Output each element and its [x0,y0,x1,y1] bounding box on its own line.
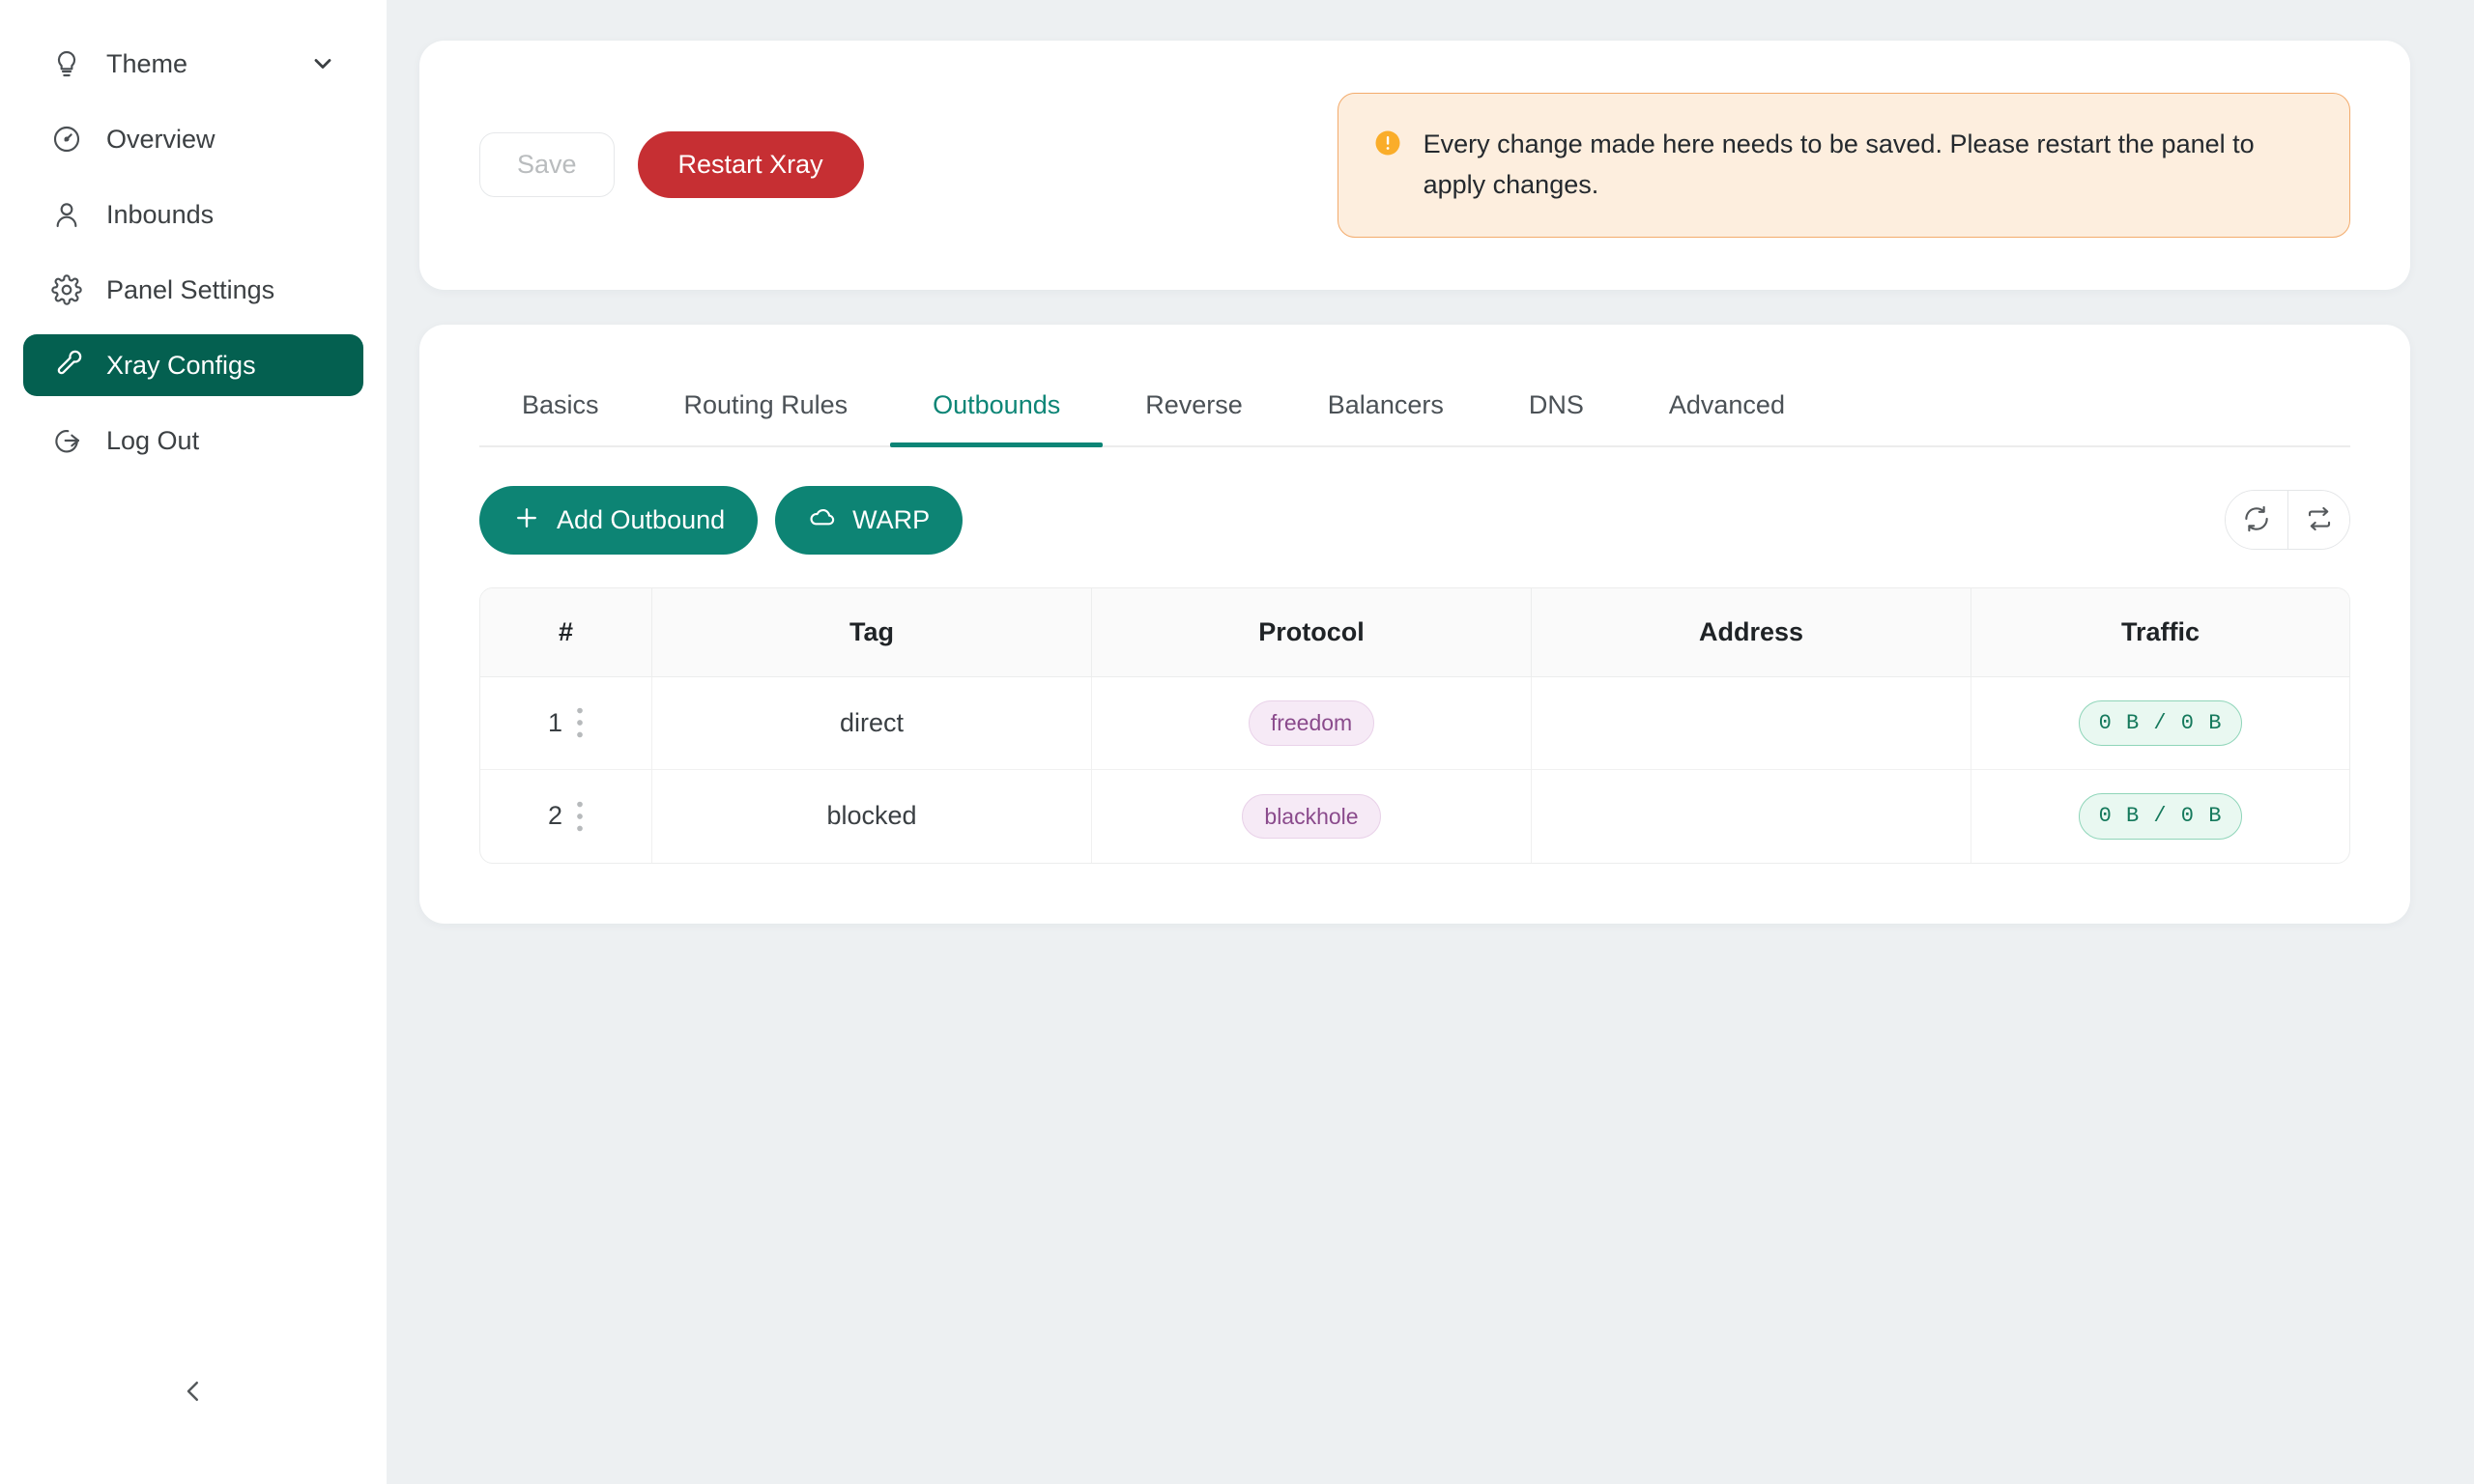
sidebar-item-label: Xray Configs [106,350,256,380]
add-outbound-button[interactable]: Add Outbound [479,485,759,555]
cell-protocol: blackhole [1092,770,1532,863]
cell-num: 1 [480,676,652,771]
kebab-menu-icon[interactable] [576,706,584,739]
table-head: # Tag Protocol Address Traffic [480,587,2349,677]
sidebar-item-panel-settings[interactable]: Panel Settings [23,259,363,321]
warp-button[interactable]: WARP [775,485,964,555]
repeat-button[interactable] [2287,491,2349,550]
cell-tag: blocked [652,770,1092,863]
cell-num: 2 [480,770,652,863]
xray-configs-card: Basics Routing Rules Outbounds Reverse B… [419,324,2410,924]
sidebar-item-label: Overview [106,124,216,154]
wrench-icon [50,349,83,382]
gear-icon [50,273,83,306]
action-bar-card: Save Restart Xray Every change made here… [419,41,2410,290]
tab-advanced[interactable]: Advanced [1668,389,1785,419]
tab-balancers[interactable]: Balancers [1327,389,1444,419]
traffic-badge: 0 B / 0 B [2078,793,2243,840]
sidebar-item-label: Inbounds [106,199,215,229]
cell-address [1532,676,1971,771]
warning-circle-icon [1373,128,1402,157]
save-button[interactable]: Save [479,132,615,198]
protocol-badge: blackhole [1242,793,1381,840]
refresh-icon [2242,504,2271,536]
config-tabs: Basics Routing Rules Outbounds Reverse B… [479,363,2350,447]
user-icon [50,198,83,231]
main-content: Save Restart Xray Every change made here… [387,0,2474,1484]
table-row[interactable]: 2 blocked blackhole [480,770,2349,863]
column-header-tag: Tag [652,587,1092,677]
chevron-down-icon[interactable] [309,50,336,77]
sidebar-item-theme[interactable]: Theme [23,33,363,95]
cell-traffic: 0 B / 0 B [1971,770,2349,863]
restart-xray-button[interactable]: Restart Xray [637,131,864,199]
sidebar-item-log-out[interactable]: Log Out [23,410,363,471]
chevron-left-icon [179,1377,208,1411]
sidebar-item-overview[interactable]: Overview [23,108,363,170]
tab-basics[interactable]: Basics [522,389,599,419]
table-body: 1 direct freedom [480,676,2349,863]
refresh-button[interactable] [2226,491,2287,550]
tab-outbounds[interactable]: Outbounds [890,363,1104,447]
column-header-num: # [480,587,652,677]
warp-label: WARP [852,504,931,534]
sidebar-item-label: Log Out [106,425,200,455]
alert-message: Every change made here needs to be saved… [1423,129,2255,199]
column-header-traffic: Traffic [1971,587,2349,677]
outbounds-toolbar: Add Outbound WARP [479,485,2350,555]
tab-reverse[interactable]: Reverse [1145,389,1243,419]
row-index-group: 1 [548,706,584,739]
cell-protocol: freedom [1092,676,1532,771]
tab-routing-rules[interactable]: Routing Rules [683,389,849,419]
save-reminder-alert: Every change made here needs to be saved… [1337,93,2350,238]
plus-icon [512,503,541,537]
sidebar-item-label: Panel Settings [106,274,275,304]
outbounds-table: # Tag Protocol Address Traffic 1 [479,586,2350,864]
sidebar-collapse-button[interactable] [170,1370,216,1416]
sidebar-item-xray-configs[interactable]: Xray Configs [23,334,363,396]
protocol-badge: freedom [1248,700,1375,746]
row-index-group: 2 [548,800,584,833]
cloud-icon [808,503,837,537]
gauge-icon [50,123,83,156]
table-actions-group [2225,490,2350,551]
table-row[interactable]: 1 direct freedom [480,676,2349,771]
sidebar: Theme Overview [0,0,387,1484]
traffic-badge: 0 B / 0 B [2078,699,2243,747]
sidebar-item-inbounds[interactable]: Inbounds [23,184,363,245]
kebab-menu-icon[interactable] [576,800,584,833]
sidebar-nav: Theme Overview [0,33,387,471]
row-index: 1 [547,707,563,737]
cell-traffic: 0 B / 0 B [1971,677,2349,771]
column-header-protocol: Protocol [1092,587,1532,677]
repeat-icon [2305,504,2334,536]
column-header-address: Address [1532,587,1971,677]
add-outbound-label: Add Outbound [557,504,726,534]
sidebar-item-label: Theme [106,48,188,78]
tab-dns[interactable]: DNS [1528,389,1584,419]
table-header-row: # Tag Protocol Address Traffic [480,587,2349,677]
cell-tag: direct [652,676,1092,771]
row-index: 2 [547,801,563,831]
logout-icon [50,424,83,457]
cell-address [1532,770,1971,863]
lightbulb-icon [50,47,83,80]
